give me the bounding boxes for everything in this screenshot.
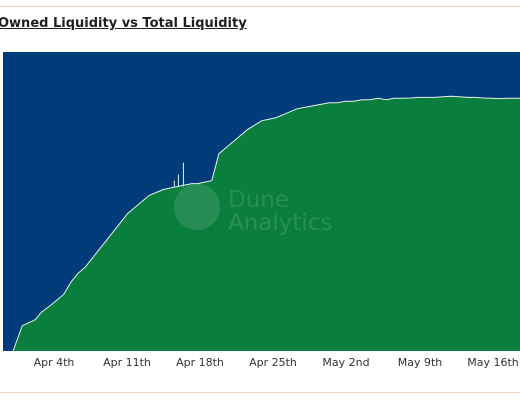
x-tick-label: Apr 18th [176, 356, 224, 369]
watermark-text-dune: Dune [228, 187, 289, 213]
x-tick-label: May 2nd [322, 356, 369, 369]
dune-logo-icon [174, 184, 220, 230]
x-tick-label: Apr 11th [103, 356, 151, 369]
series-owned-liquidity-area[interactable] [13, 96, 520, 351]
x-tick-label: May 16th [467, 356, 519, 369]
card-top-border [0, 6, 520, 7]
series-owned-liquidity-line [12, 95, 520, 352]
x-tick-label: Apr 4th [34, 356, 75, 369]
watermark-text-analytics: Analytics [228, 210, 332, 236]
spike-marks [173, 162, 184, 187]
card-bottom-border [0, 392, 520, 393]
chart-title[interactable]: Owned Liquidity vs Total Liquidity [0, 16, 247, 31]
dune-watermark: Dune Analytics [174, 184, 332, 236]
x-axis: Apr 4th Apr 11th Apr 18th Apr 25th May 2nd Ma… [34, 356, 519, 369]
x-tick-label: Apr 25th [249, 356, 297, 369]
x-tick-label: May 9th [398, 356, 443, 369]
